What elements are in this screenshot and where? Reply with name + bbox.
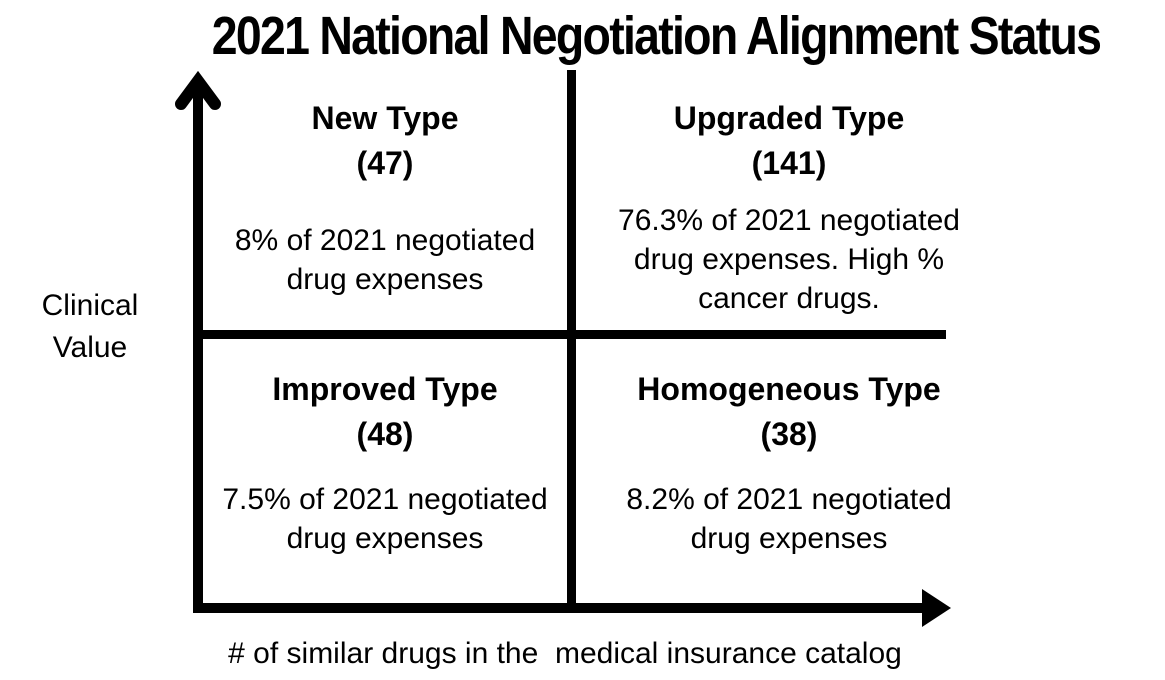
quadrant-bottom-left-header: Improved Type (48): [198, 367, 572, 457]
quadrant-name: New Type: [311, 100, 459, 136]
description-line: cancer drugs.: [698, 282, 880, 315]
description-line: 76.3% of 2021 negotiated: [618, 204, 960, 237]
quadrant-top-left-header: New Type (47): [198, 96, 572, 186]
quadrant-bottom-right-header: Homogeneous Type (38): [598, 367, 980, 457]
description-line: drug expenses: [286, 263, 484, 296]
quadrant-count: (141): [751, 145, 827, 181]
y-axis-label-line: Clinical: [41, 289, 139, 322]
quadrant-bottom-right-description: 8.2% of 2021 negotiated drug expenses: [598, 480, 980, 558]
description-line: 8% of 2021 negotiated: [234, 224, 536, 257]
quadrant-top-left-description: 8% of 2021 negotiated drug expenses: [198, 221, 572, 299]
quadrant-count: (38): [760, 416, 818, 452]
diagram-title: 2021 National Negotiation Alignment Stat…: [211, 6, 1102, 66]
quadrant-bottom-left-description: 7.5% of 2021 negotiated drug expenses: [198, 480, 572, 558]
quadrant-name: Upgraded Type: [673, 100, 905, 136]
quadrant-name: Homogeneous Type: [637, 371, 941, 407]
description-line: drug expenses: [286, 522, 484, 555]
y-axis-label: Clinical Value: [15, 285, 165, 369]
y-axis-label-line: Value: [52, 331, 128, 364]
quadrant-name: Improved Type: [272, 371, 498, 407]
quadrant-top-right-description: 76.3% of 2021 negotiated drug expenses. …: [598, 201, 980, 318]
description-line: 8.2% of 2021 negotiated: [626, 483, 952, 516]
description-line: 7.5% of 2021 negotiated: [222, 483, 548, 516]
quadrant-top-right-header: Upgraded Type (141): [598, 96, 980, 186]
description-line: drug expenses: [690, 522, 888, 555]
x-axis-arrowhead-icon: [922, 589, 951, 627]
quadrant-count: (48): [356, 416, 414, 452]
x-axis-label: # of similar drugs in the medical insura…: [228, 637, 902, 670]
quadrant-count: (47): [356, 145, 414, 181]
description-line: drug expenses. High %: [633, 243, 945, 276]
